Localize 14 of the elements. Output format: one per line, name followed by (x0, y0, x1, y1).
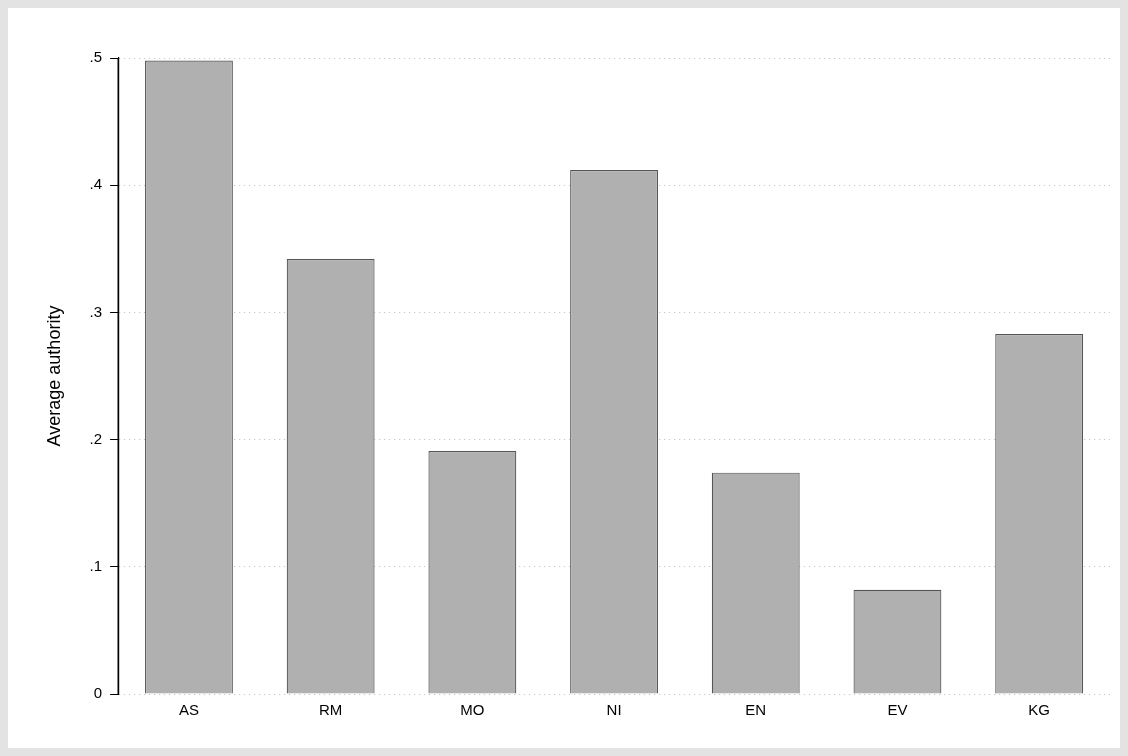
x-tick-label: RM (318, 701, 343, 719)
x-tick-label: NI (606, 701, 622, 719)
x-tick-label: EV (887, 701, 908, 719)
y-tick-label: 0 (93, 684, 103, 702)
x-tick-label: KG (1028, 701, 1050, 719)
y-tick-label: .1 (89, 556, 103, 574)
y-axis-title: Average authority (43, 305, 64, 447)
y-tick-label: .5 (89, 48, 103, 66)
x-tick-label: AS (178, 701, 199, 719)
y-tick-label: .2 (89, 429, 103, 447)
x-tick-label: EN (745, 701, 767, 719)
x-tick-label: MO (460, 701, 485, 719)
y-tick-label: .4 (89, 175, 103, 193)
y-tick-label: .3 (89, 302, 103, 320)
